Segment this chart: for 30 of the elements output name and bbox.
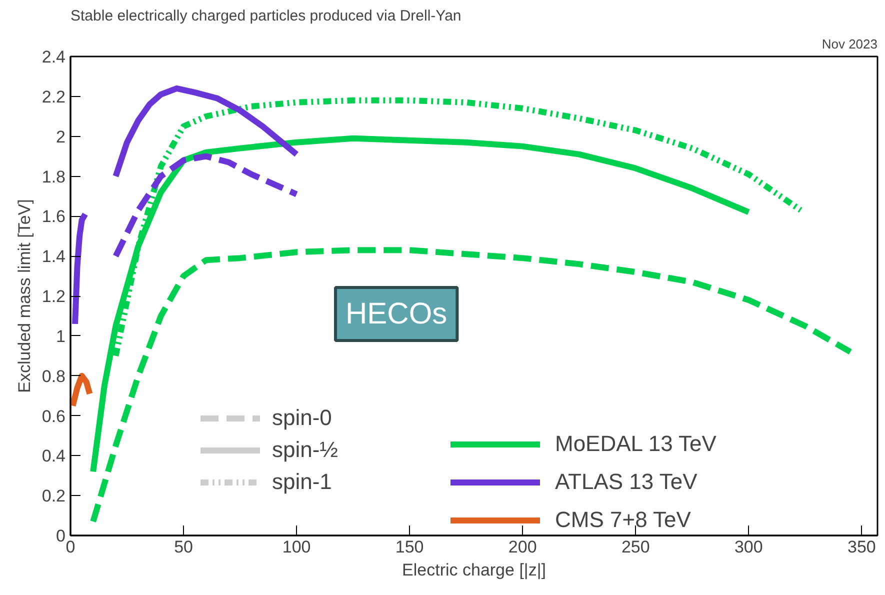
- x-tick-label: 200: [508, 538, 537, 556]
- x-axis-title: Electric charge [|z|]: [402, 560, 546, 580]
- y-tick-label: 0.6: [42, 406, 66, 426]
- annotation: spin-0: [272, 405, 332, 431]
- annotation: spin-1: [272, 469, 332, 495]
- x-tick-label: 50: [174, 538, 193, 556]
- y-tick-label: 0.2: [42, 486, 66, 506]
- x-tick-label: 150: [395, 538, 424, 556]
- y-tick-label: 2.2: [42, 87, 66, 106]
- y-tick-label: 0.4: [42, 446, 66, 466]
- y-tick-label: 2.4: [42, 48, 66, 66]
- legend-label: MoEDAL 13 TeV: [555, 431, 716, 457]
- x-tick-label: 250: [621, 538, 650, 556]
- y-tick-label: 0.8: [42, 366, 66, 386]
- annotation: spin-½: [272, 437, 338, 463]
- chart-title: Stable electrically charged particles produced via Drell-Yan: [70, 8, 462, 24]
- y-tick-label: 1.4: [42, 247, 66, 266]
- text: Nov 2023: [822, 36, 878, 52]
- y-tick-label: 1.8: [42, 167, 66, 186]
- y-tick-label: 1.6: [42, 207, 66, 226]
- legend-label: ATLAS 13 TeV: [555, 469, 698, 495]
- x-tick-label: 300: [734, 538, 763, 556]
- y-tick-label: 1.2: [42, 287, 66, 306]
- x-tick-label: 100: [282, 538, 311, 556]
- annotation: HECOs: [346, 298, 448, 330]
- x-tick-label: 350: [847, 538, 876, 556]
- y-tick-label: 1: [56, 326, 66, 346]
- y-axis-title: Excluded mass limit [TeV]: [14, 199, 34, 393]
- y-tick-label: 2: [56, 127, 66, 146]
- legend-label: CMS 7+8 TeV: [555, 507, 691, 533]
